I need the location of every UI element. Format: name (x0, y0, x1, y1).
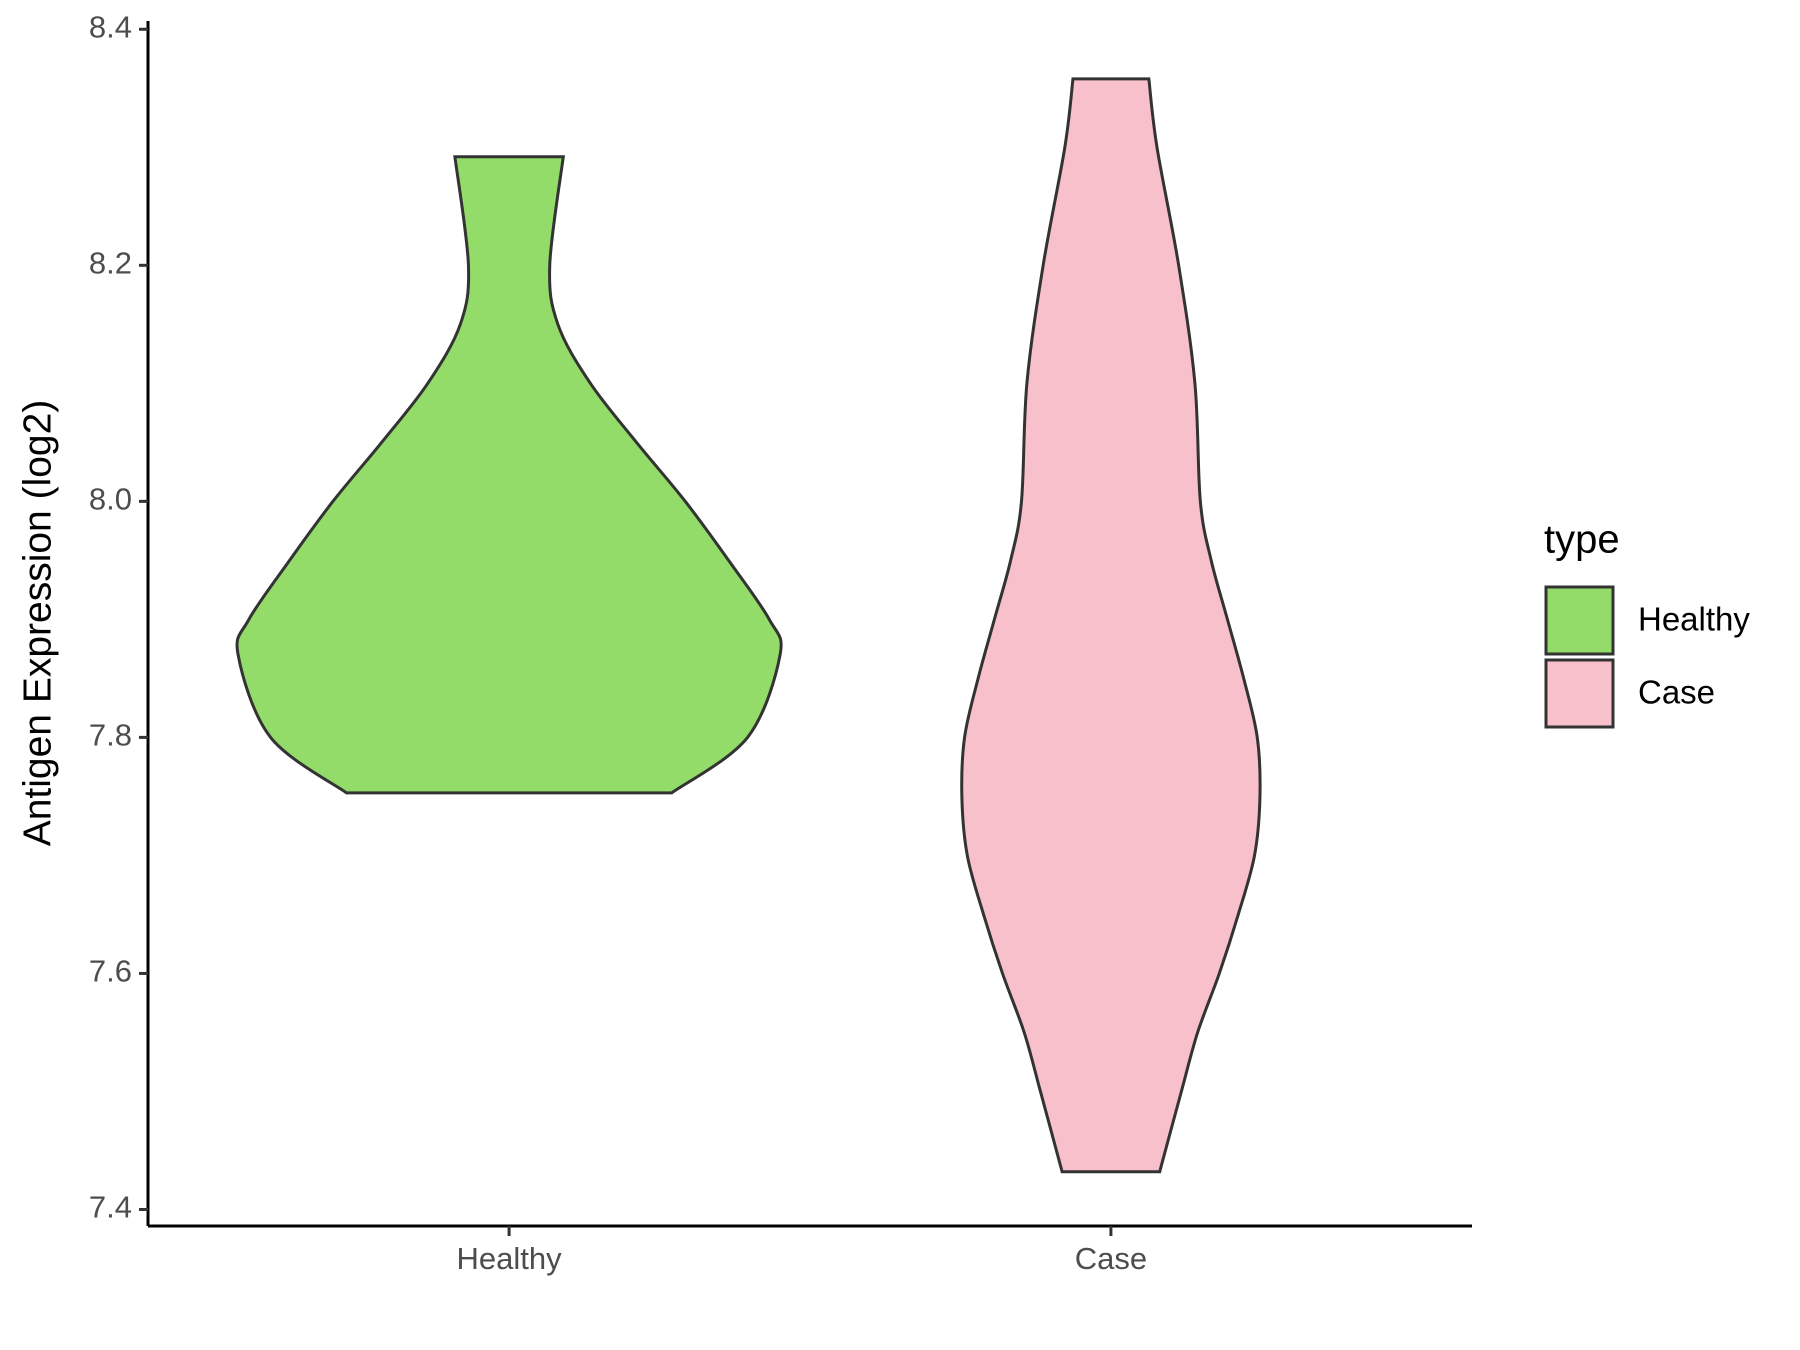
x-tick-label: Case (1075, 1241, 1147, 1276)
legend-label: Healthy (1638, 601, 1750, 638)
y-tick-label: 7.6 (89, 954, 132, 989)
legend-key (1544, 658, 1615, 729)
legend-title: type (1544, 518, 1620, 562)
x-tick-label: Healthy (457, 1241, 563, 1276)
y-axis-title: Antigen Expression (log2) (16, 400, 59, 847)
y-tick-label: 7.4 (89, 1190, 132, 1225)
violin (235, 155, 783, 795)
y-tick-label: 7.8 (89, 718, 132, 753)
y-tick-label: 8.2 (89, 245, 132, 280)
y-tick-label: 8.0 (89, 482, 132, 517)
legend-label: Case (1638, 674, 1715, 711)
legend-key (1544, 585, 1615, 656)
y-tick-label: 8.4 (89, 9, 132, 44)
violin (960, 77, 1262, 1174)
